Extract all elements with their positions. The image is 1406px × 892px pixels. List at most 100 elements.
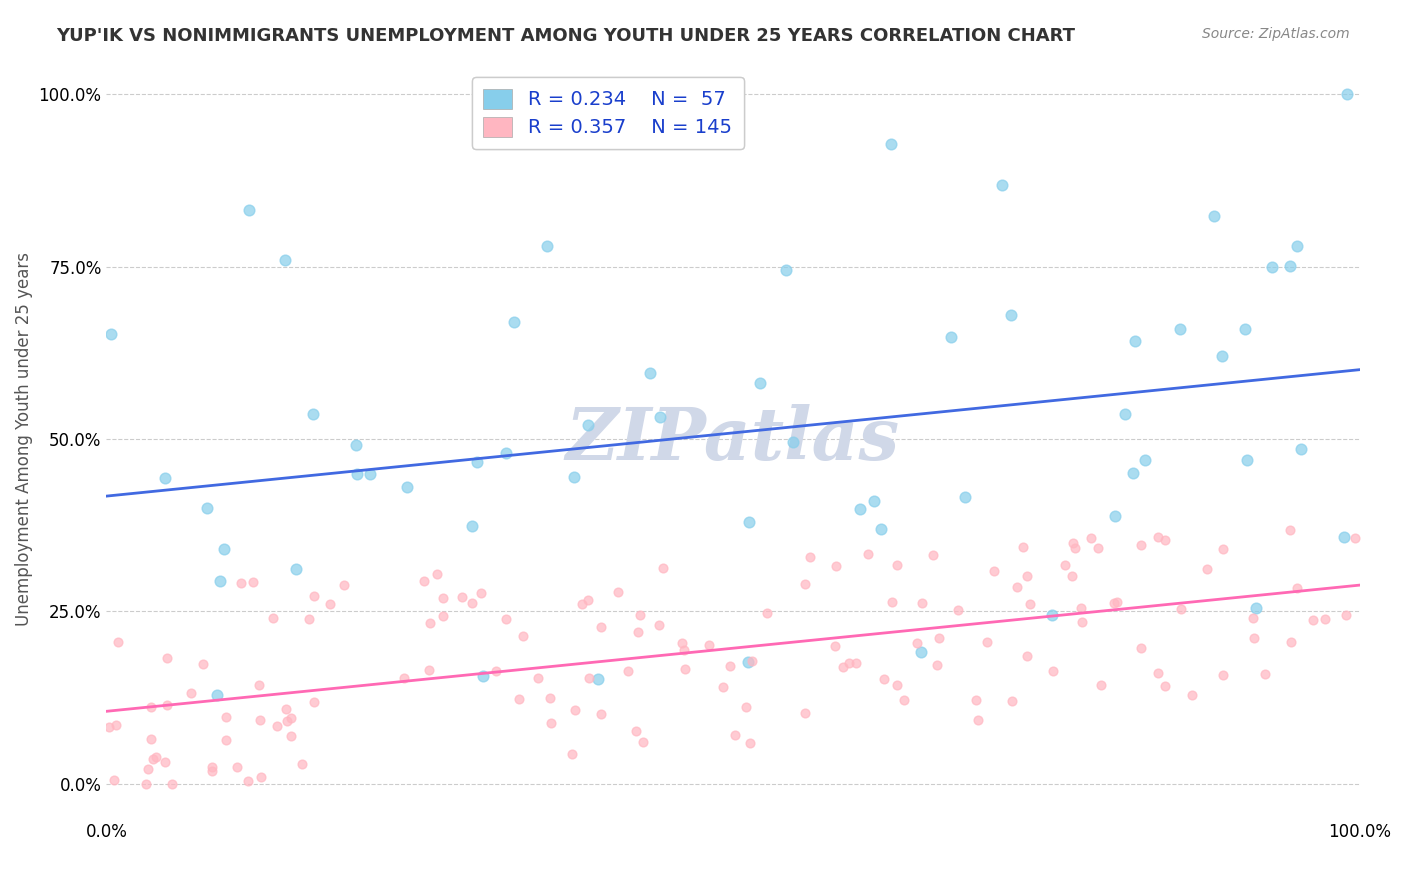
Point — [1147, 530, 1170, 544]
Point — [215, 710, 238, 724]
Point — [1212, 541, 1234, 556]
Point — [910, 645, 932, 659]
Point — [1090, 678, 1112, 692]
Point — [153, 471, 176, 485]
Point — [280, 729, 302, 743]
Point — [100, 326, 122, 341]
Point — [451, 590, 474, 604]
Point — [392, 671, 415, 685]
Point — [886, 678, 908, 692]
Point — [1040, 608, 1063, 623]
Point — [1130, 538, 1153, 552]
Point — [1087, 541, 1109, 556]
Point — [775, 263, 797, 277]
Point — [1241, 611, 1264, 625]
Point — [1202, 209, 1225, 223]
Point — [737, 655, 759, 669]
Point — [671, 636, 693, 650]
Point — [591, 620, 613, 634]
Point — [831, 660, 853, 674]
Point — [628, 608, 651, 623]
Point — [333, 577, 356, 591]
Point — [495, 446, 517, 460]
Point — [238, 202, 260, 217]
Point — [921, 548, 943, 562]
Point — [967, 713, 990, 727]
Point — [1018, 598, 1040, 612]
Point — [1236, 452, 1258, 467]
Point — [1071, 615, 1094, 629]
Point — [749, 376, 772, 390]
Point — [1123, 334, 1146, 349]
Point — [1133, 453, 1156, 467]
Point — [273, 252, 295, 267]
Point — [1211, 349, 1233, 363]
Point — [673, 662, 696, 676]
Point — [1212, 668, 1234, 682]
Point — [461, 596, 484, 610]
Point — [276, 702, 298, 716]
Point — [180, 686, 202, 700]
Point — [1197, 562, 1219, 576]
Point — [344, 438, 367, 452]
Point — [141, 700, 163, 714]
Point — [215, 733, 238, 747]
Point — [1285, 582, 1308, 596]
Point — [607, 584, 630, 599]
Point — [136, 763, 159, 777]
Point — [838, 657, 860, 671]
Point — [1246, 600, 1268, 615]
Point — [205, 689, 228, 703]
Point — [863, 494, 886, 508]
Point — [1278, 259, 1301, 273]
Y-axis label: Unemployment Among Youth under 25 years: Unemployment Among Youth under 25 years — [15, 252, 32, 626]
Point — [880, 595, 903, 609]
Point — [825, 558, 848, 573]
Text: Source: ZipAtlas.com: Source: ZipAtlas.com — [1202, 27, 1350, 41]
Point — [723, 728, 745, 742]
Point — [1168, 321, 1191, 335]
Point — [893, 692, 915, 706]
Point — [236, 774, 259, 789]
Point — [432, 591, 454, 606]
Point — [426, 566, 449, 581]
Text: YUP'IK VS NONIMMIGRANTS UNEMPLOYMENT AMONG YOUTH UNDER 25 YEARS CORRELATION CHAR: YUP'IK VS NONIMMIGRANTS UNEMPLOYMENT AMO… — [56, 27, 1076, 45]
Point — [869, 522, 891, 536]
Point — [1261, 260, 1284, 274]
Point — [824, 639, 846, 653]
Point — [1129, 641, 1152, 656]
Point — [470, 586, 492, 600]
Point — [856, 547, 879, 561]
Point — [631, 735, 654, 749]
Point — [1054, 558, 1077, 573]
Point — [1104, 508, 1126, 523]
Point — [1122, 466, 1144, 480]
Point — [142, 751, 165, 765]
Point — [419, 615, 441, 630]
Point — [638, 366, 661, 380]
Point — [201, 764, 224, 778]
Point — [201, 760, 224, 774]
Point — [738, 736, 761, 750]
Point — [624, 723, 647, 738]
Point — [848, 502, 870, 516]
Point — [886, 558, 908, 573]
Point — [713, 681, 735, 695]
Point — [302, 695, 325, 709]
Text: ZIPatlas: ZIPatlas — [565, 403, 900, 475]
Point — [153, 756, 176, 770]
Point — [418, 663, 440, 677]
Point — [588, 672, 610, 686]
Point — [249, 714, 271, 728]
Point — [145, 749, 167, 764]
Point — [302, 407, 325, 421]
Point — [1313, 611, 1336, 625]
Point — [1302, 613, 1324, 627]
Point — [905, 636, 928, 650]
Point — [212, 542, 235, 557]
Point — [735, 699, 758, 714]
Point — [1181, 688, 1204, 702]
Point — [955, 490, 977, 504]
Point — [512, 629, 534, 643]
Point — [576, 592, 599, 607]
